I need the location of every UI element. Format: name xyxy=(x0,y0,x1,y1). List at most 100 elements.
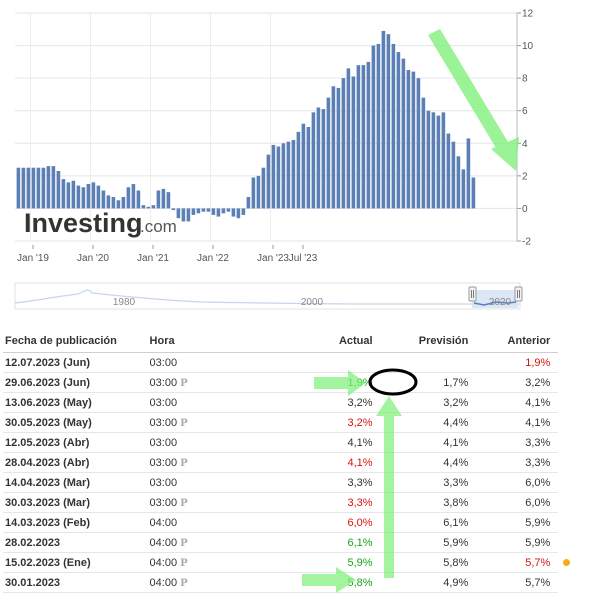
bar-72[interactable] xyxy=(376,43,381,209)
bar-83[interactable] xyxy=(431,112,436,209)
revision-dot-icon[interactable] xyxy=(563,558,571,566)
bar-24[interactable] xyxy=(136,190,141,209)
bar-49[interactable] xyxy=(261,167,266,209)
bar-6[interactable] xyxy=(46,166,51,209)
bar-78[interactable] xyxy=(406,70,411,209)
bar-42[interactable] xyxy=(226,208,231,212)
bar-66[interactable] xyxy=(346,68,351,209)
bar-7[interactable] xyxy=(51,166,56,209)
bar-3[interactable] xyxy=(31,167,36,209)
bar-8[interactable] xyxy=(56,170,61,209)
navigator-handle-left[interactable] xyxy=(468,286,477,302)
bar-85[interactable] xyxy=(441,112,446,209)
bar-1[interactable] xyxy=(21,167,26,209)
bar-77[interactable] xyxy=(401,58,406,209)
bar-91[interactable] xyxy=(471,177,476,209)
chart-bars[interactable] xyxy=(16,30,476,222)
bar-23[interactable] xyxy=(131,184,136,209)
bar-76[interactable] xyxy=(396,52,401,209)
bar-39[interactable] xyxy=(211,208,216,215)
bar-58[interactable] xyxy=(306,127,311,209)
bar-70[interactable] xyxy=(366,61,371,209)
bar-18[interactable] xyxy=(106,195,111,209)
bar-10[interactable] xyxy=(66,182,71,209)
bar-41[interactable] xyxy=(221,208,226,214)
bar-89[interactable] xyxy=(461,169,466,209)
chart-navigator[interactable]: 1980 2000 2020 xyxy=(14,282,523,310)
bar-86[interactable] xyxy=(446,133,451,209)
bar-32[interactable] xyxy=(176,208,181,219)
bar-11[interactable] xyxy=(71,180,76,209)
bar-20[interactable] xyxy=(116,200,121,209)
bar-55[interactable] xyxy=(291,140,296,209)
bar-82[interactable] xyxy=(426,110,431,209)
bar-62[interactable] xyxy=(326,97,331,209)
preliminary-icon[interactable]: P xyxy=(180,557,188,569)
header-actual[interactable]: Actual xyxy=(255,330,383,353)
navigator-frame[interactable] xyxy=(14,282,521,310)
bar-17[interactable] xyxy=(101,190,106,209)
bar-52[interactable] xyxy=(276,146,281,209)
bar-28[interactable] xyxy=(156,190,161,209)
bar-88[interactable] xyxy=(456,156,461,209)
bar-59[interactable] xyxy=(311,112,316,209)
bar-63[interactable] xyxy=(331,86,336,209)
bar-74[interactable] xyxy=(386,34,391,209)
bar-30[interactable] xyxy=(166,192,171,209)
preliminary-icon[interactable]: P xyxy=(180,377,188,389)
bar-54[interactable] xyxy=(286,141,291,209)
bar-80[interactable] xyxy=(416,78,421,209)
bar-56[interactable] xyxy=(296,131,301,209)
bar-31[interactable] xyxy=(171,208,176,211)
bar-75[interactable] xyxy=(391,43,396,209)
bar-67[interactable] xyxy=(351,76,356,209)
bar-61[interactable] xyxy=(321,109,326,209)
bar-16[interactable] xyxy=(96,185,101,209)
bar-0[interactable] xyxy=(16,167,21,209)
bar-27[interactable] xyxy=(151,205,156,209)
bar-90[interactable] xyxy=(466,138,471,209)
bar-36[interactable] xyxy=(196,208,201,214)
bar-51[interactable] xyxy=(271,144,276,209)
bar-84[interactable] xyxy=(436,115,441,209)
bar-37[interactable] xyxy=(201,208,206,212)
bar-34[interactable] xyxy=(186,208,191,222)
header-anterior[interactable]: Anterior xyxy=(480,330,559,353)
preliminary-icon[interactable]: P xyxy=(180,577,188,589)
bar-4[interactable] xyxy=(36,167,41,209)
bar-79[interactable] xyxy=(411,71,416,209)
header-prevision[interactable]: Previsión xyxy=(382,330,481,353)
bar-15[interactable] xyxy=(91,182,96,209)
bar-87[interactable] xyxy=(451,141,456,209)
preliminary-icon[interactable]: P xyxy=(180,457,188,469)
bar-50[interactable] xyxy=(266,154,271,209)
bar-46[interactable] xyxy=(246,197,251,209)
bar-14[interactable] xyxy=(86,184,91,209)
bar-26[interactable] xyxy=(146,206,151,209)
navigator-handle-right[interactable] xyxy=(514,286,523,302)
bar-43[interactable] xyxy=(231,208,236,217)
bar-68[interactable] xyxy=(356,65,361,209)
bar-40[interactable] xyxy=(216,208,221,217)
bar-69[interactable] xyxy=(361,65,366,209)
preliminary-icon[interactable]: P xyxy=(180,537,188,549)
bar-29[interactable] xyxy=(161,188,166,209)
bar-53[interactable] xyxy=(281,143,286,209)
inflation-chart[interactable]: 12 10 8 6 4 2 0 -2 Jan '19 Jan '20 Jan '21 Jan '22… xyxy=(0,0,592,320)
bar-13[interactable] xyxy=(81,187,86,209)
bar-12[interactable] xyxy=(76,185,81,209)
bar-25[interactable] xyxy=(141,205,146,209)
bar-71[interactable] xyxy=(371,45,376,209)
bar-65[interactable] xyxy=(341,78,346,209)
bar-81[interactable] xyxy=(421,97,426,209)
bar-38[interactable] xyxy=(206,208,211,212)
bar-60[interactable] xyxy=(316,107,321,209)
bar-73[interactable] xyxy=(381,30,386,209)
bar-33[interactable] xyxy=(181,208,186,222)
chart-canvas[interactable]: 12 10 8 6 4 2 0 -2 Jan '19 Jan '20 Jan '21 Jan '22… xyxy=(0,0,592,320)
bar-45[interactable] xyxy=(241,208,246,215)
bar-35[interactable] xyxy=(191,208,196,215)
bar-19[interactable] xyxy=(111,197,116,209)
bar-2[interactable] xyxy=(26,167,31,209)
bar-48[interactable] xyxy=(256,175,261,209)
